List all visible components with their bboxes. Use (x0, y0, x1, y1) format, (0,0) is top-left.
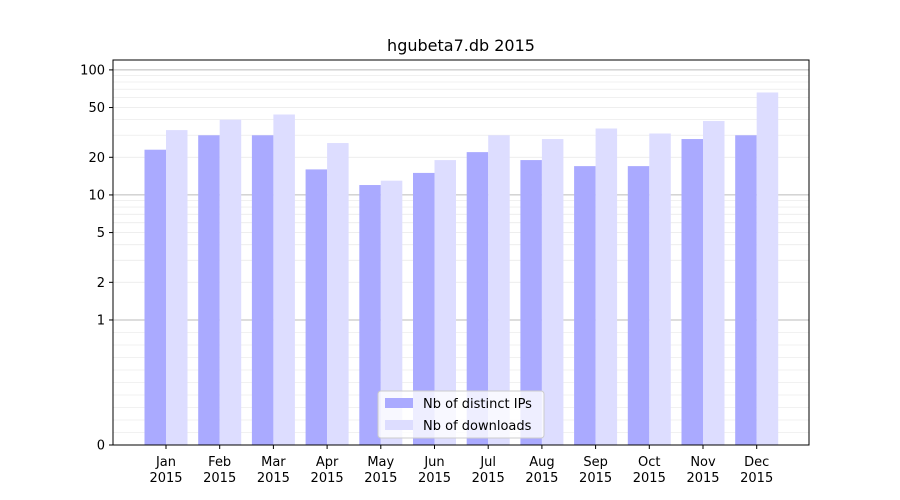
y-tick-label: 1 (97, 313, 105, 328)
y-tick-label: 0 (97, 439, 105, 454)
bar-downloads (703, 121, 725, 445)
x-tick-label-month: Feb (208, 455, 231, 470)
x-tick-label-year: 2015 (740, 471, 773, 486)
x-tick-label-year: 2015 (686, 471, 719, 486)
legend: Nb of distinct IPs Nb of downloads (378, 391, 544, 438)
y-axis: 0 1 2 5 10 20 50 100 (80, 63, 113, 453)
x-tick-label-month: Oct (638, 455, 660, 470)
x-axis: Jan2015Feb2015Mar2015Apr2015May2015Jun20… (149, 445, 773, 486)
x-tick-label-month: Apr (316, 455, 339, 470)
x-tick-label-year: 2015 (579, 471, 612, 486)
x-tick-label-year: 2015 (364, 471, 397, 486)
x-tick-label-month: Sep (583, 455, 608, 470)
y-tick-label: 2 (97, 276, 105, 291)
bar-distinct-ips (198, 135, 220, 445)
y-tick-label: 100 (80, 63, 105, 78)
bar-downloads (542, 139, 564, 445)
bar-distinct-ips (145, 150, 167, 445)
bar-distinct-ips (252, 135, 274, 445)
x-tick-label-year: 2015 (418, 471, 451, 486)
legend-swatch-distinct-ips (385, 398, 413, 408)
y-tick-label: 20 (88, 151, 105, 166)
legend-label-downloads: Nb of downloads (423, 419, 532, 434)
x-tick-label-year: 2015 (525, 471, 558, 486)
x-tick-label-year: 2015 (311, 471, 344, 486)
legend-swatch-downloads (385, 420, 413, 430)
bar-downloads (220, 120, 242, 445)
bar-downloads (327, 143, 349, 445)
y-tick-label: 10 (88, 188, 105, 203)
bar-downloads (757, 92, 779, 445)
x-tick-label-year: 2015 (257, 471, 290, 486)
x-tick-label-month: Jun (423, 455, 444, 470)
x-tick-label-year: 2015 (472, 471, 505, 486)
bar-downloads (273, 114, 295, 445)
bar-distinct-ips (735, 135, 757, 445)
x-tick-label-month: Jan (155, 455, 176, 470)
x-tick-label-month: May (367, 455, 394, 470)
x-tick-label-year: 2015 (149, 471, 182, 486)
x-tick-label-month: Nov (690, 455, 716, 470)
bar-downloads (166, 130, 188, 445)
x-tick-label-month: Aug (529, 455, 554, 470)
x-tick-label-year: 2015 (203, 471, 236, 486)
x-tick-label-month: Dec (744, 455, 769, 470)
bar-downloads (596, 128, 618, 445)
chart-title: hgubeta7.db 2015 (387, 36, 535, 55)
x-tick-label-month: Jul (479, 455, 496, 470)
bar-downloads (649, 133, 671, 445)
bar-distinct-ips (682, 139, 704, 445)
y-tick-label: 5 (97, 226, 105, 241)
bar-distinct-ips (574, 166, 596, 445)
x-tick-label-month: Mar (261, 455, 286, 470)
bar-distinct-ips (306, 169, 328, 445)
legend-label-distinct-ips: Nb of distinct IPs (423, 397, 532, 412)
y-tick-label: 50 (88, 101, 105, 116)
x-tick-label-year: 2015 (633, 471, 666, 486)
bar-distinct-ips (628, 166, 650, 445)
